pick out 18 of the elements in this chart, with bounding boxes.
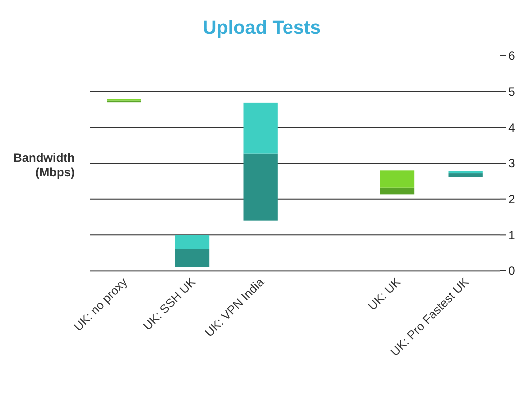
bar: [380, 188, 415, 195]
y-tick-label: 2: [508, 192, 516, 207]
bar: [448, 174, 483, 178]
bar: [175, 235, 210, 250]
y-tick-label: 5: [508, 85, 516, 100]
x-tick-label: UK: UK: [365, 275, 404, 314]
bar: [244, 102, 278, 154]
bar: [448, 171, 483, 174]
bar: [244, 154, 278, 221]
y-tick-label: 3: [508, 156, 516, 171]
y-tick-label: 0: [508, 264, 516, 278]
y-tick-label: 1: [508, 228, 516, 242]
y-axis-title: Bandwidth (Mbps): [14, 151, 75, 180]
y-tick-label: 4: [508, 120, 516, 135]
y-tick-label: 6: [508, 49, 516, 64]
bar: [380, 170, 415, 188]
chart-title: Upload Tests: [203, 18, 321, 39]
bar: [175, 250, 210, 268]
